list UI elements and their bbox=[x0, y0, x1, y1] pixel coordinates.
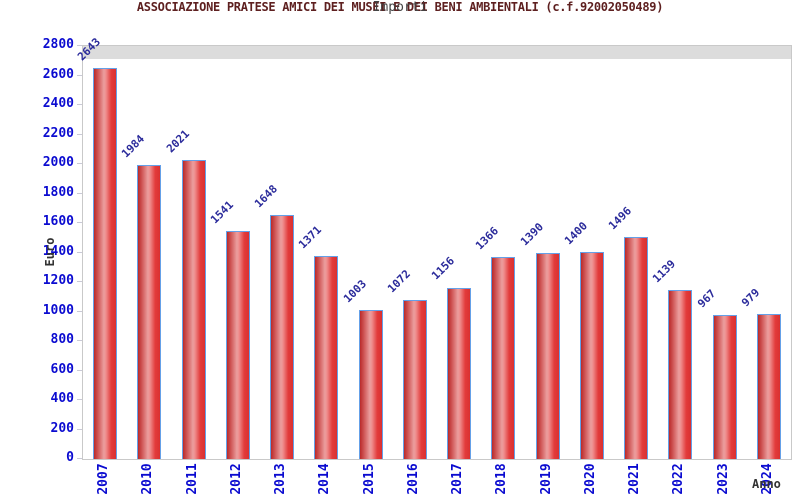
bar-2007 bbox=[93, 68, 118, 459]
y-tick-label: 2000 bbox=[42, 155, 74, 170]
background-band bbox=[83, 54, 791, 55]
y-tick-mark bbox=[77, 45, 82, 46]
background-band bbox=[83, 49, 791, 50]
background-band bbox=[83, 58, 791, 59]
background-band bbox=[83, 50, 791, 51]
bar-2011 bbox=[181, 159, 206, 459]
plot-area bbox=[82, 45, 792, 460]
bar-2013 bbox=[270, 214, 295, 459]
x-tick-label: 2014 bbox=[317, 463, 333, 495]
bar-2018 bbox=[491, 256, 516, 459]
bar-2015 bbox=[358, 310, 383, 459]
y-tick-label: 200 bbox=[50, 420, 74, 436]
y-tick-label: 2200 bbox=[42, 125, 74, 141]
x-tick-label: 2012 bbox=[228, 463, 244, 495]
x-tick-label: 2011 bbox=[184, 463, 200, 495]
y-tick-mark bbox=[77, 458, 82, 459]
background-band bbox=[83, 46, 791, 47]
background-band bbox=[83, 47, 791, 48]
y-tick-label: 1000 bbox=[42, 302, 74, 318]
x-tick-label: 2017 bbox=[450, 463, 466, 495]
x-tick-label: 2022 bbox=[671, 463, 687, 495]
y-tick-mark bbox=[77, 340, 82, 341]
y-tick-label: 0 bbox=[66, 450, 74, 465]
bar-2023 bbox=[712, 315, 737, 459]
y-axis-title: Euro bbox=[43, 237, 57, 267]
y-tick-mark bbox=[77, 428, 82, 430]
background-band bbox=[83, 51, 791, 52]
x-axis-title: Anno bbox=[752, 477, 781, 491]
bar-2010 bbox=[137, 165, 162, 459]
background-band bbox=[83, 56, 791, 57]
x-tick-label: 2021 bbox=[627, 463, 643, 495]
y-tick-mark bbox=[77, 251, 82, 253]
x-tick-label: 2013 bbox=[273, 463, 289, 495]
x-tick-label: 2016 bbox=[405, 463, 421, 495]
y-tick-label: 2800 bbox=[42, 37, 74, 52]
y-tick-label: 2400 bbox=[42, 96, 74, 111]
bar-2019 bbox=[535, 252, 560, 459]
y-tick-label: 1600 bbox=[42, 214, 74, 229]
x-tick-label: 2010 bbox=[140, 463, 156, 495]
x-tick-label: 2015 bbox=[361, 463, 377, 495]
y-tick-mark bbox=[77, 104, 82, 105]
y-tick-label: 1200 bbox=[42, 273, 74, 288]
x-tick-label: 2007 bbox=[96, 463, 112, 495]
y-tick-mark bbox=[77, 163, 82, 164]
bars-layer bbox=[83, 46, 791, 459]
bar-2024 bbox=[756, 313, 781, 459]
background-band bbox=[83, 55, 791, 56]
y-tick-mark bbox=[77, 281, 82, 282]
bar-2017 bbox=[447, 287, 472, 459]
chart-subtitle: Importi bbox=[372, 0, 428, 15]
chart-title: ASSOCIAZIONE PRATESE AMICI DEI MUSEI E D… bbox=[136, 0, 664, 14]
bar-2014 bbox=[314, 255, 339, 459]
background-band bbox=[83, 57, 791, 58]
y-tick-mark bbox=[77, 369, 82, 371]
y-tick-label: 800 bbox=[50, 332, 74, 347]
y-tick-label: 1400 bbox=[42, 243, 74, 259]
y-tick-label: 2600 bbox=[42, 66, 74, 82]
y-tick-label: 600 bbox=[50, 361, 74, 377]
x-tick-label: 2023 bbox=[715, 463, 731, 495]
y-tick-mark bbox=[77, 222, 82, 223]
y-tick-mark bbox=[77, 399, 82, 400]
y-tick-label: 400 bbox=[50, 391, 74, 406]
y-tick-mark bbox=[77, 310, 82, 312]
background-band bbox=[83, 53, 791, 54]
background-band bbox=[83, 48, 791, 49]
x-tick-label: 2020 bbox=[582, 463, 598, 495]
bar-2022 bbox=[668, 290, 693, 459]
background-band bbox=[83, 52, 791, 53]
y-tick-label: 1800 bbox=[42, 184, 74, 200]
y-tick-mark bbox=[77, 133, 82, 135]
bar-2012 bbox=[225, 230, 250, 459]
y-tick-mark bbox=[77, 192, 82, 194]
bar-2020 bbox=[579, 251, 604, 459]
background-bands bbox=[83, 46, 791, 59]
y-tick-mark bbox=[77, 74, 82, 76]
bar-2016 bbox=[402, 299, 427, 459]
x-tick-label: 2018 bbox=[494, 463, 510, 495]
x-tick-label: 2019 bbox=[538, 463, 554, 495]
bar-2021 bbox=[624, 237, 649, 459]
